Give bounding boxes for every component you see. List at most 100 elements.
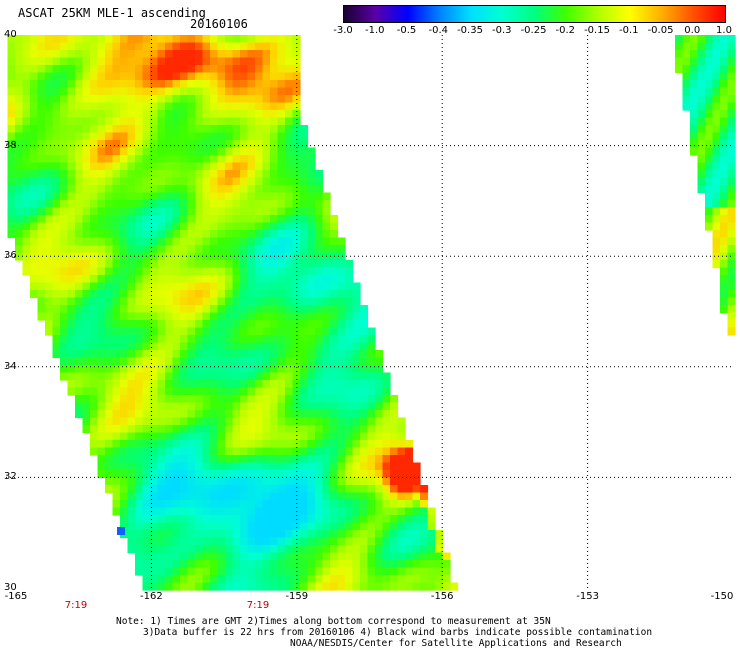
swath-cell xyxy=(127,320,136,329)
swath-cell xyxy=(180,102,189,111)
swath-cell xyxy=(277,410,286,419)
swath-cell xyxy=(127,312,136,321)
swath-cell xyxy=(307,522,316,531)
swath-cell xyxy=(352,485,361,494)
swath-cell xyxy=(75,282,84,291)
swath-cell xyxy=(712,177,721,186)
swath-cell xyxy=(705,42,714,51)
swath-cell xyxy=(247,215,256,224)
swath-cell xyxy=(255,582,264,591)
swath-cell xyxy=(285,177,294,186)
swath-cell xyxy=(225,447,234,456)
swath-cell xyxy=(60,305,69,314)
swath-cell xyxy=(285,215,294,224)
swath-cell xyxy=(187,132,196,141)
swath-cell xyxy=(22,87,31,96)
swath-cell xyxy=(277,380,286,389)
swath-cell xyxy=(345,432,354,441)
swath-cell xyxy=(60,335,69,344)
swath-cell xyxy=(285,245,294,254)
swath-cell xyxy=(240,530,249,539)
swath-cell xyxy=(300,350,309,359)
swath-cell xyxy=(217,177,226,186)
swath-cell xyxy=(195,560,204,569)
swath-cell xyxy=(142,522,151,531)
swath-cell xyxy=(397,515,406,524)
swath-cell xyxy=(345,267,354,276)
swath-cell xyxy=(300,365,309,374)
longitude-label: -159 xyxy=(285,591,309,602)
swath-cell xyxy=(285,140,294,149)
swath-cell xyxy=(210,192,219,201)
swath-cell xyxy=(322,432,331,441)
colorbar-tick-label: -0.05 xyxy=(647,25,674,36)
swath-cell xyxy=(150,477,159,486)
swath-cell xyxy=(180,507,189,516)
swath-cell xyxy=(285,515,294,524)
swath-cell xyxy=(720,237,729,246)
swath-cell xyxy=(7,162,16,171)
swath-cell xyxy=(195,530,204,539)
swath-cell xyxy=(705,222,714,231)
swath-cell xyxy=(240,110,249,119)
swath-cell xyxy=(67,117,76,126)
swath-cell xyxy=(120,42,129,51)
swath-cell xyxy=(187,552,196,561)
swath-cell xyxy=(690,35,699,44)
swath-cell xyxy=(277,402,286,411)
swath-cell xyxy=(165,507,174,516)
swath-cell xyxy=(157,95,166,104)
swath-cell xyxy=(120,477,129,486)
swath-cell xyxy=(352,305,361,314)
swath-cell xyxy=(60,252,69,261)
swath-cell xyxy=(142,327,151,336)
swath-cell xyxy=(210,492,219,501)
swath-cell xyxy=(247,552,256,561)
swath-cell xyxy=(232,575,241,584)
swath-cell xyxy=(322,470,331,479)
swath-cell xyxy=(255,320,264,329)
swath-cell xyxy=(240,245,249,254)
swath-cell xyxy=(330,560,339,569)
swath-cell xyxy=(270,65,279,74)
swath-cell xyxy=(37,162,46,171)
swath-cell xyxy=(165,297,174,306)
swath-cell xyxy=(120,72,129,81)
swath-cell xyxy=(262,500,271,509)
swath-cell xyxy=(202,425,211,434)
swath-cell xyxy=(292,500,301,509)
swath-cell xyxy=(172,57,181,66)
swath-cell xyxy=(60,282,69,291)
swath-cell xyxy=(82,140,91,149)
swath-cell xyxy=(195,132,204,141)
swath-cell xyxy=(300,170,309,179)
swath-cell xyxy=(105,132,114,141)
swath-cell xyxy=(262,207,271,216)
swath-cell xyxy=(52,282,61,291)
swath-cell xyxy=(375,507,384,516)
swath-cell xyxy=(352,582,361,591)
swath-cell xyxy=(187,230,196,239)
swath-cell xyxy=(60,260,69,269)
swath-cell xyxy=(7,110,16,119)
swath-cell xyxy=(127,147,136,156)
swath-cell xyxy=(157,582,166,591)
swath-cell xyxy=(210,312,219,321)
swath-cell xyxy=(270,425,279,434)
swath-cell xyxy=(112,50,121,59)
swath-cell xyxy=(157,342,166,351)
swath-cell xyxy=(225,95,234,104)
swath-cell xyxy=(270,245,279,254)
swath-cell xyxy=(37,57,46,66)
swath-cell xyxy=(345,290,354,299)
swath-cell xyxy=(30,57,39,66)
swath-cell xyxy=(277,65,286,74)
swath-cell xyxy=(255,80,264,89)
swath-cell xyxy=(232,177,241,186)
swath-cell xyxy=(352,500,361,509)
swath-cell xyxy=(165,447,174,456)
swath-cell xyxy=(210,147,219,156)
swath-cell xyxy=(270,567,279,576)
swath-cell xyxy=(157,57,166,66)
swath-cell xyxy=(315,530,324,539)
